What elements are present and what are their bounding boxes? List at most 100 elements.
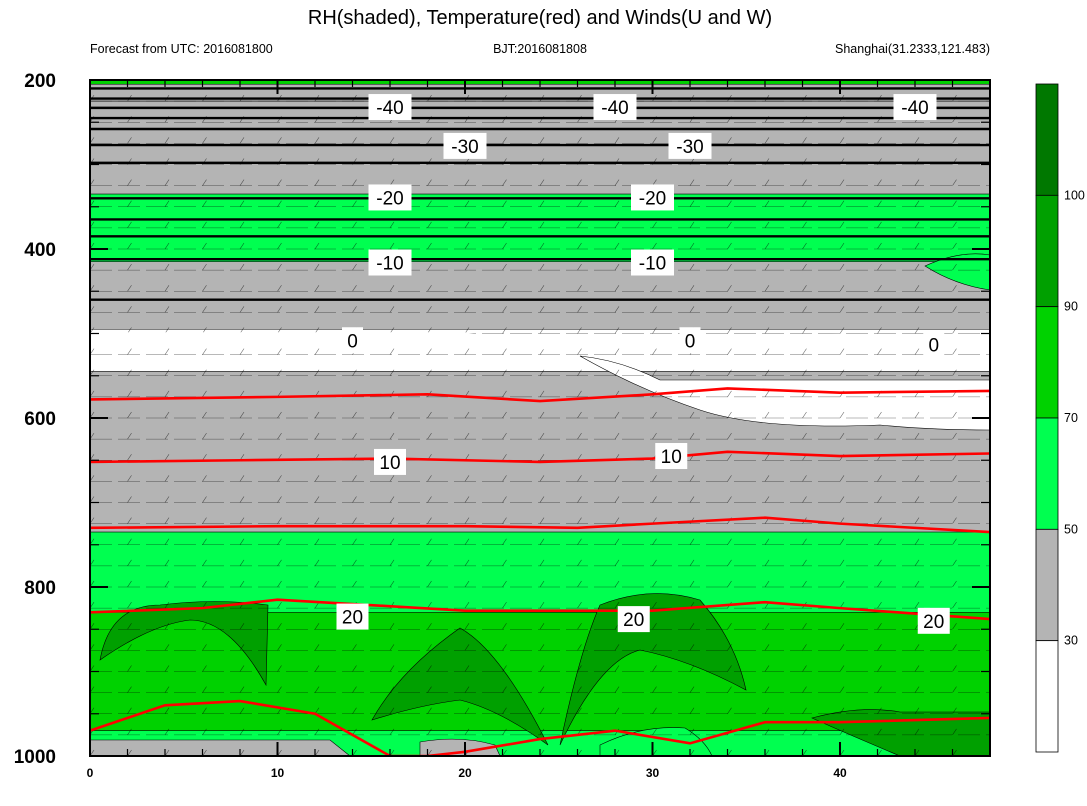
wind-barb [277, 221, 282, 229]
wind-barb [389, 517, 395, 524]
wind-barb [577, 623, 582, 630]
wind-barb [427, 263, 432, 271]
wind-barb [502, 432, 507, 440]
wind-barb [164, 601, 170, 609]
wind-barb [277, 686, 282, 693]
contour-label: 20 [342, 608, 363, 629]
wind-barb [314, 644, 320, 651]
wind-barb [764, 369, 770, 376]
wind-barb [652, 665, 657, 672]
wind-barb [577, 348, 582, 355]
wind-barb [239, 411, 245, 419]
wind-barb [614, 559, 620, 567]
wind-barb [877, 623, 882, 630]
wind-barb [727, 432, 732, 440]
wind-barb [689, 242, 695, 250]
rh-blob [559, 593, 747, 746]
contour-label-box [593, 94, 637, 121]
wind-barb [502, 517, 507, 524]
wind-barb [539, 200, 545, 207]
wind-barb [314, 665, 320, 672]
wind-barb [164, 432, 170, 440]
wind-barb [314, 137, 320, 144]
wind-barb [839, 369, 845, 376]
wind-barb [652, 644, 657, 651]
wind-barb [802, 475, 807, 482]
wind-barb [127, 686, 132, 693]
wind-barb [877, 285, 882, 292]
wind-barb [427, 432, 432, 440]
contour-label: -30 [451, 137, 478, 158]
wind-barb [614, 242, 620, 250]
wind-barb [877, 665, 882, 672]
wind-barb [239, 686, 245, 693]
wind-barb [914, 242, 920, 250]
wind-barb [352, 306, 357, 313]
wind-barb [764, 454, 770, 461]
wind-barb [314, 432, 320, 440]
wind-barb [877, 369, 882, 376]
colorbar-swatch [1035, 640, 1059, 753]
wind-barb [389, 580, 395, 588]
wind-barb [502, 686, 507, 693]
contour-label: 0 [347, 331, 358, 352]
wind-barb [577, 263, 582, 271]
wind-barb [502, 538, 507, 545]
wind-barb [614, 580, 620, 588]
wind-barb [164, 348, 170, 355]
wind-barb [389, 665, 395, 672]
wind-barb [239, 179, 245, 186]
wind-barb [502, 623, 507, 630]
wind-barb [127, 200, 132, 207]
wind-barb [652, 137, 657, 144]
wind-barb [314, 538, 320, 545]
wind-barb [652, 623, 657, 630]
wind-barb [389, 644, 395, 651]
wind-barb [352, 221, 357, 229]
wind-barb [502, 390, 507, 398]
wind-barb [389, 707, 395, 714]
wind-barb [727, 179, 732, 186]
wind-barb [202, 390, 207, 398]
wind-barb [689, 728, 695, 736]
wind-barb [802, 623, 807, 630]
colorbar-tick-label: 50 [1064, 522, 1078, 536]
wind-barb [539, 728, 545, 736]
wind-barb [464, 686, 470, 693]
temperature-line [90, 387, 990, 403]
contour-label-box [631, 249, 674, 276]
wind-barb [389, 242, 395, 250]
wind-barb [577, 686, 582, 693]
wind-barb [502, 137, 507, 144]
wind-barb [202, 432, 207, 440]
wind-barb [427, 496, 432, 503]
wind-barb [952, 348, 957, 355]
wind-barb [802, 369, 807, 376]
wind-barb [277, 411, 282, 419]
wind-barb [802, 179, 807, 186]
wind-barb [352, 242, 357, 250]
wind-barb [727, 221, 732, 229]
wind-barb [427, 728, 432, 736]
wind-barb [539, 686, 545, 693]
wind-barb [389, 559, 395, 567]
wind-barb [614, 644, 620, 651]
rh-blob [371, 627, 549, 746]
wind-barb [127, 390, 132, 398]
colorbar-tick-label: 90 [1064, 300, 1078, 314]
wind-barb [839, 137, 845, 144]
wind-barb [952, 285, 957, 292]
wind-barb [502, 327, 507, 334]
wind-barb [502, 221, 507, 229]
wind-barb [239, 263, 245, 271]
wind-barb [352, 432, 357, 440]
wind-barb [689, 263, 695, 271]
wind-barb [689, 707, 695, 714]
wind-barb [764, 285, 770, 292]
wind-barb [314, 496, 320, 503]
wind-barb [352, 496, 357, 503]
wind-barb [389, 306, 395, 313]
rh-blob [419, 738, 501, 756]
wind-barb [427, 686, 432, 693]
wind-barb [727, 644, 732, 651]
